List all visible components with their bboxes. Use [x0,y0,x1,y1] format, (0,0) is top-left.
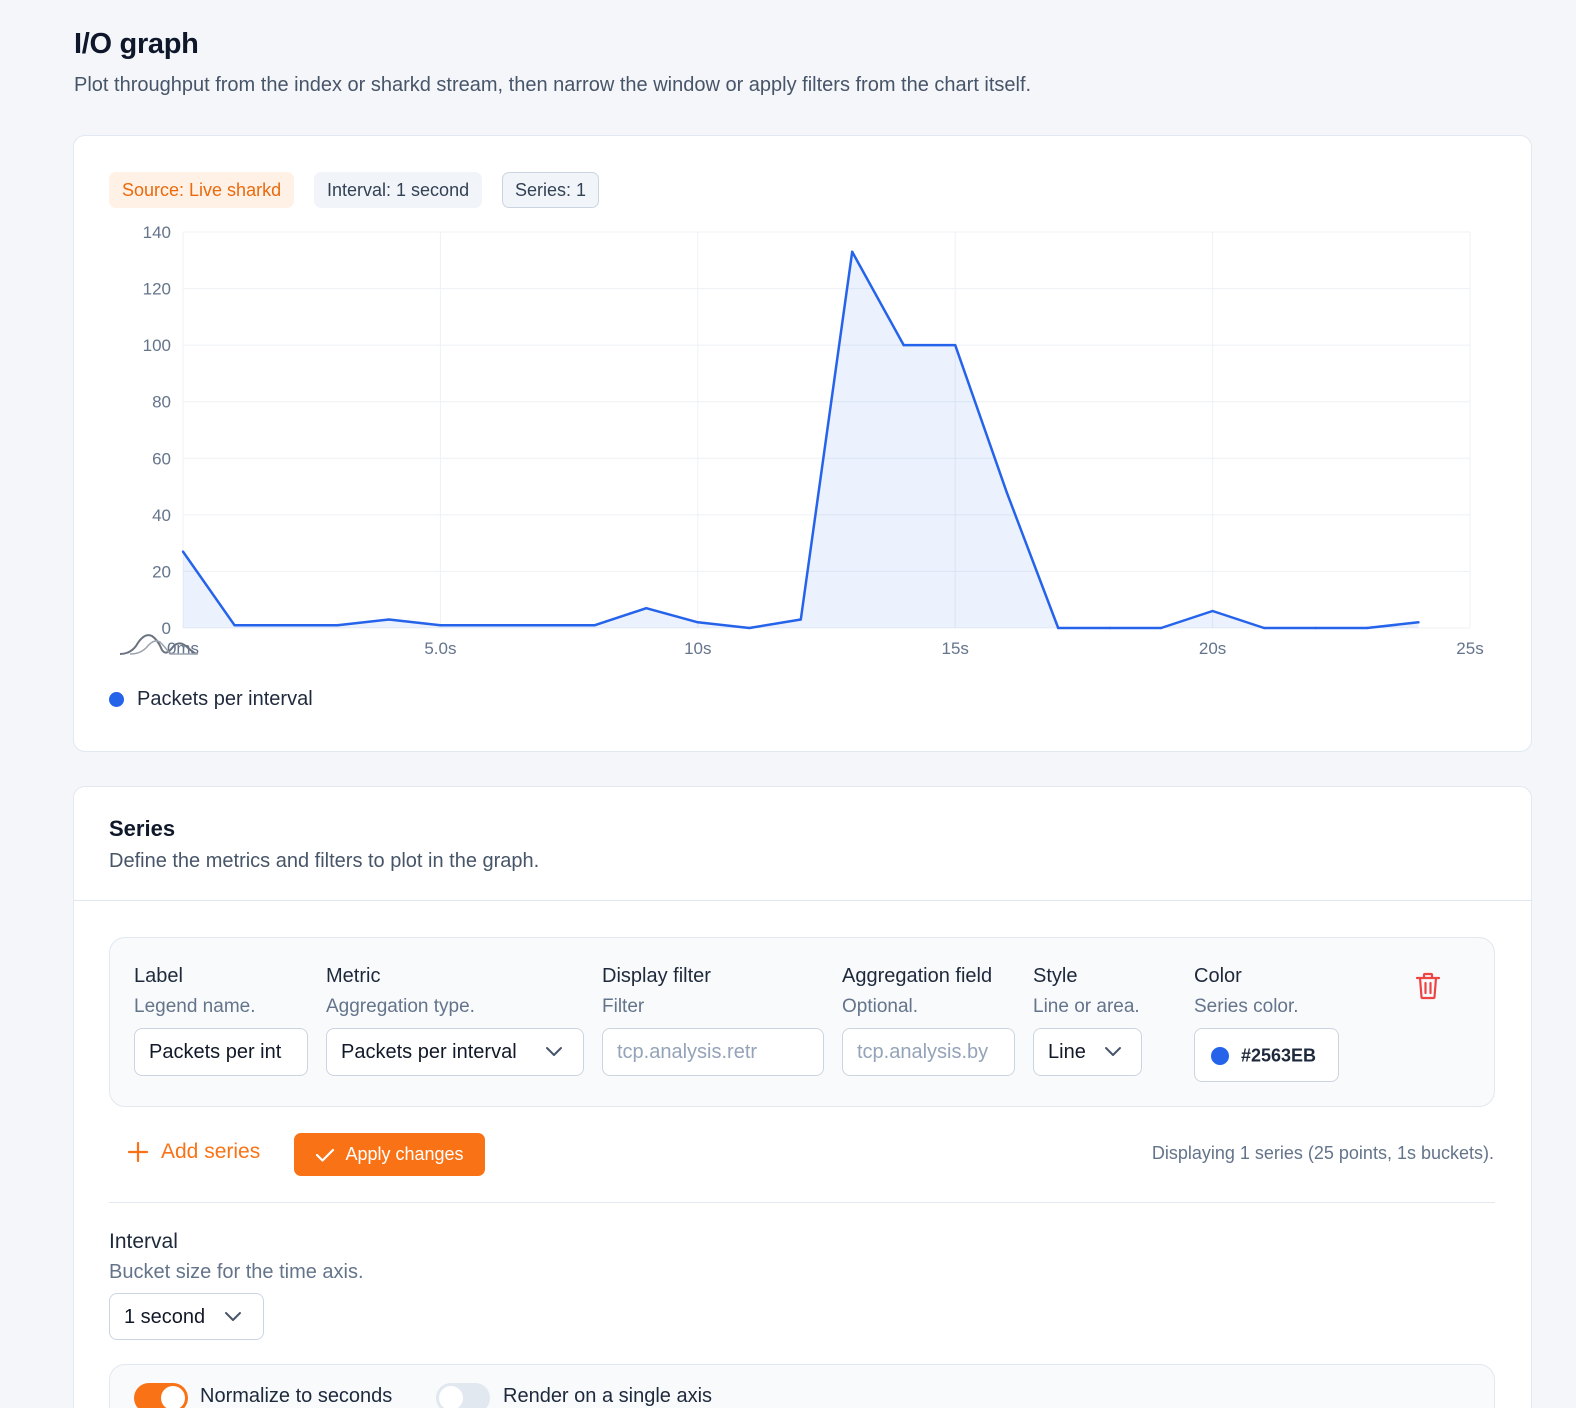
data-point[interactable] [181,550,185,553]
data-point[interactable] [387,618,391,621]
interval-badge: Interval: 1 second [314,172,483,208]
color-swatch [1211,1046,1229,1065]
aggregation-field-title: Aggregation field [842,965,993,987]
page-subtitle: Plot throughput from the index or sharkd… [74,74,1032,96]
data-point[interactable] [696,621,699,624]
data-point[interactable] [645,607,648,610]
data-point[interactable] [1108,626,1111,630]
x-tick-label: 5.0s [424,639,456,658]
series-section-title: Series [109,816,176,841]
chart-grid [182,231,1471,629]
aggregation-field-input[interactable]: tcp.analysis.by [842,1028,1015,1076]
x-tick-label: 15s [941,639,968,658]
x-tick-label: 20s [1199,639,1226,658]
data-point[interactable] [439,623,442,627]
style-select[interactable]: Line [1033,1028,1142,1076]
y-tick-label: 100 [143,336,171,355]
x-tick-label: 10s [684,639,711,658]
data-point[interactable] [1211,609,1214,613]
display-filter-field-title: Display filter [602,965,711,987]
label-input[interactable]: Packets per int [134,1028,308,1076]
interval-hint: Bucket size for the time axis. [109,1261,364,1283]
trash-icon[interactable] [1414,971,1442,1001]
add-series-label: Add series [161,1140,261,1163]
chevron-down-icon [546,1047,562,1056]
y-tick-label: 120 [143,280,171,299]
chevron-down-icon [225,1312,241,1321]
interval-title: Interval [109,1230,178,1253]
y-tick-label: 140 [143,223,171,242]
data-point[interactable] [1159,626,1163,630]
check-icon [316,1148,335,1162]
apply-changes-button[interactable]: Apply changes [294,1133,485,1176]
metric-field-title: Metric [326,965,381,987]
style-field-hint: Line or area. [1033,996,1140,1017]
data-point[interactable] [1262,626,1266,630]
interval-select-value: 1 second [124,1306,206,1328]
toggle-knob [161,1386,185,1408]
single-axis-toggle[interactable] [436,1383,490,1408]
x-tick-label: 25s [1456,639,1483,658]
label-field-hint: Legend name. [134,996,256,1017]
section-divider [74,900,1531,901]
label-field-title: Label [134,965,183,987]
color-field-title: Color [1194,965,1242,987]
single-axis-label: Render on a single axis [503,1385,713,1407]
chevron-down-icon [1105,1047,1121,1056]
display-filter-field-hint: Filter [602,996,645,1017]
apply-changes-label: Apply changes [345,1144,464,1164]
chart-card [73,135,1532,752]
color-picker[interactable]: #2563EB [1194,1028,1339,1082]
data-point[interactable] [284,623,288,627]
data-point[interactable] [593,623,597,627]
color-value: #2563EB [1241,1045,1317,1066]
data-point[interactable] [954,343,957,347]
y-tick-label: 40 [152,506,171,525]
normalize-toggle[interactable] [134,1383,188,1408]
data-point[interactable] [1417,621,1420,624]
metric-select-value: Packets per interval [341,1041,517,1063]
legend-color-dot [109,692,124,707]
data-point[interactable] [1314,626,1317,630]
page-title: I/O graph [74,28,199,60]
metric-select[interactable]: Packets per interval [326,1028,584,1076]
series-count-badge: Series: 1 [502,172,600,208]
series-status-text: Displaying 1 series (25 points, 1s bucke… [1151,1143,1494,1163]
data-point[interactable] [1056,626,1060,630]
data-point[interactable] [748,626,751,630]
graph-options-panel [109,1364,1495,1408]
legend-label: Packets per interval [137,688,313,710]
data-point[interactable] [233,623,236,627]
data-point[interactable] [542,623,545,627]
add-series-button[interactable]: Add series [127,1140,260,1164]
data-point[interactable] [490,623,494,627]
toggle-knob [439,1386,463,1408]
y-tick-label: 60 [152,449,171,468]
style-field-title: Style [1033,965,1078,987]
style-select-value: Line [1048,1041,1086,1063]
plus-icon [127,1141,149,1163]
y-tick-label: 20 [152,562,171,581]
data-point[interactable] [851,250,854,253]
wave-watermark-icon [119,634,198,655]
series-section-description: Define the metrics and filters to plot i… [109,850,540,872]
y-tick-label: 0 [162,619,171,638]
data-point[interactable] [336,623,339,627]
color-field-hint: Series color. [1194,996,1299,1017]
chart-legend[interactable]: Packets per interval [109,688,313,711]
display-filter-input[interactable]: tcp.analysis.retr [602,1028,824,1076]
actions-divider [109,1202,1495,1203]
data-point[interactable] [1005,491,1008,494]
interval-select[interactable]: 1 second [109,1293,264,1340]
source-badge: Source: Live sharkd [109,172,295,208]
metric-field-hint: Aggregation type. [326,996,475,1017]
data-point[interactable] [1365,626,1369,630]
y-tick-label: 80 [152,393,171,412]
data-point[interactable] [799,618,802,621]
data-point[interactable] [902,343,905,347]
normalize-label: Normalize to seconds [200,1385,393,1407]
aggregation-field-hint: Optional. [842,996,919,1017]
